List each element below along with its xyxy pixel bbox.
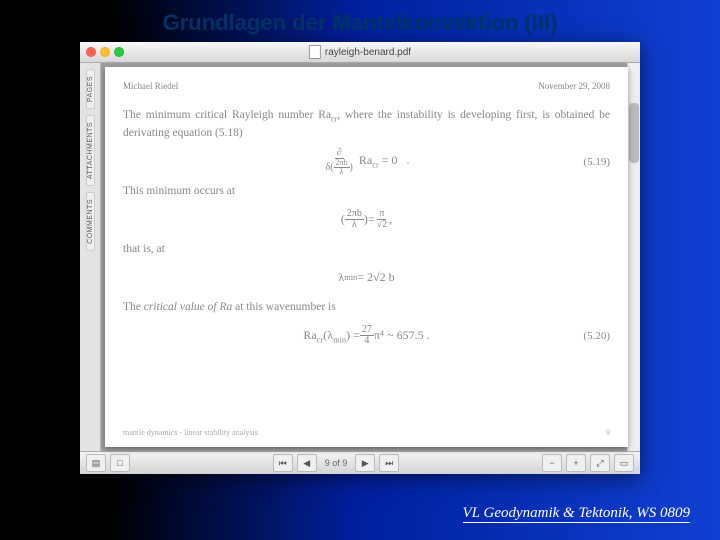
slide-footer: VL Geodynamik & Tektonik, WS 0809 — [463, 505, 690, 522]
tool-btn-2[interactable]: □ — [110, 454, 130, 472]
side-tab-pages[interactable]: PAGES — [86, 69, 95, 109]
eq2-eq: = — [368, 212, 375, 227]
zoom-out-button[interactable]: − — [542, 454, 562, 472]
titlebar[interactable]: rayleigh-benard.pdf — [80, 42, 640, 63]
page-header: Michael Riedel November 29, 2008 — [123, 81, 610, 91]
pdf-viewer-window: rayleigh-benard.pdf PAGES ATTACHMENTS CO… — [80, 42, 640, 474]
page-area: Michael Riedel November 29, 2008 The min… — [101, 63, 640, 451]
eq4-tail: π⁴ ~ 657.5 . — [374, 328, 430, 343]
page-footer: mantle dynamics - linear stability analy… — [123, 428, 610, 437]
minimize-icon[interactable] — [100, 47, 110, 57]
last-page-button[interactable]: ⏭ — [379, 454, 399, 472]
para-2: This minimum occurs at — [123, 183, 610, 199]
eq4-number: (5.20) — [583, 330, 610, 342]
para-1: The minimum critical Rayleigh number Rac… — [123, 107, 610, 141]
equation-lambda-min: λmin = 2√2 b — [123, 263, 610, 293]
eq4-rden: 4 — [362, 336, 371, 346]
doc-date: November 29, 2008 — [538, 81, 610, 91]
eq2-lden: λ — [350, 220, 359, 230]
para-4: The critical value of Ra at this wavenum… — [123, 299, 610, 315]
slide-title: Grundlagen der Mantelkonvektion (III) — [0, 10, 720, 36]
para-3: that is, at — [123, 241, 610, 257]
next-page-button[interactable]: ▶ — [355, 454, 375, 472]
equation-5-19: ∂ δ(2πbλ) Racr = 0 . (5.19) — [123, 147, 610, 177]
first-page-button[interactable]: ⏮ — [273, 454, 293, 472]
equation-5-20: Racr(λmin) = 274 π⁴ ~ 657.5 . (5.20) — [123, 321, 610, 351]
eq2-tail: , — [389, 212, 392, 227]
prev-page-button[interactable]: ◀ — [297, 454, 317, 472]
zoom-in-button[interactable]: + — [566, 454, 586, 472]
page-counter: 9 of 9 — [321, 458, 352, 468]
footer-left: mantle dynamics - linear stability analy… — [123, 428, 258, 437]
eq1-num: ∂ — [335, 148, 344, 159]
side-tab-attachments[interactable]: ATTACHMENTS — [86, 115, 95, 186]
eq2-rden: √2 — [375, 220, 390, 230]
close-icon[interactable] — [86, 47, 96, 57]
scrollbar-vertical[interactable] — [627, 63, 640, 451]
pdf-page: Michael Riedel November 29, 2008 The min… — [105, 67, 628, 447]
tool-btn-1[interactable]: ▤ — [86, 454, 106, 472]
equation-min: (2πbλ) = π√2 , — [123, 205, 610, 235]
side-panel: PAGES ATTACHMENTS COMMENTS — [80, 63, 101, 451]
footer-page-number: 9 — [606, 428, 610, 437]
pdf-file-icon — [309, 45, 321, 59]
viewer-body: PAGES ATTACHMENTS COMMENTS Michael Riede… — [80, 63, 640, 451]
eq1-den: δ(2πbλ) — [323, 159, 354, 176]
side-tab-comments[interactable]: COMMENTS — [86, 192, 95, 251]
tool-btn-3[interactable]: ▭ — [614, 454, 634, 472]
doc-author: Michael Riedel — [123, 81, 178, 91]
window-title: rayleigh-benard.pdf — [309, 45, 411, 59]
eq1-number: (5.19) — [583, 156, 610, 168]
zoom-icon[interactable] — [114, 47, 124, 57]
eq4-lhs: Racr(λmin) = — [303, 328, 359, 344]
fit-button[interactable]: ⤢ — [590, 454, 610, 472]
bottom-toolbar: ▤ □ ⏮ ◀ 9 of 9 ▶ ⏭ − + ⤢ ▭ — [80, 451, 640, 474]
window-title-text: rayleigh-benard.pdf — [325, 47, 411, 58]
eq1-body: Racr = 0 . — [359, 153, 410, 169]
scroll-thumb[interactable] — [629, 103, 639, 163]
